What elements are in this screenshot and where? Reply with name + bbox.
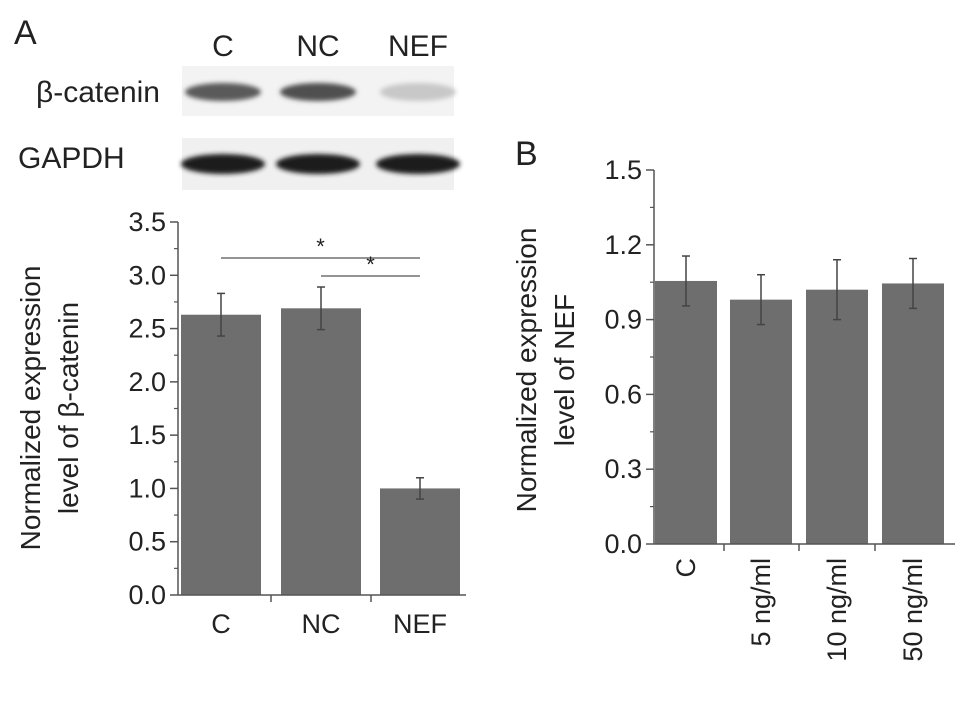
blot-band-catenin-c xyxy=(185,83,261,101)
chart-a-y-tick-label: 2.0 xyxy=(128,367,166,397)
chart-a-y-tick-label: 3.5 xyxy=(128,207,166,237)
chart-b-error-bar-c xyxy=(682,255,690,307)
chart-a-significance-star: * xyxy=(316,234,325,259)
chart-a-ylabel-line2: level of β-catenin xyxy=(53,302,84,514)
blot-band-catenin-nc xyxy=(280,83,356,101)
chart-b-y-tick-label: 1.5 xyxy=(604,155,642,185)
chart-a-bar-c xyxy=(181,314,261,595)
chart-a-y-tick-label: 2.5 xyxy=(128,314,166,344)
chart-b-x-tick-label-10-ng-ml: 10 ng/ml xyxy=(822,558,852,662)
chart-b-y-tick-label: 0.3 xyxy=(604,454,642,484)
chart-a-x-tick-label-nef: NEF xyxy=(393,609,447,639)
chart-b-error-bar-50-ng-ml xyxy=(909,257,917,310)
chart-a-bar-nc xyxy=(281,308,361,595)
chart-b-bar-c xyxy=(655,280,717,544)
chart-b-x-tick-label-c: C xyxy=(671,558,701,578)
panel-b-label: B xyxy=(515,135,538,173)
chart-a-y-tick-label: 3.0 xyxy=(128,260,166,290)
chart-b-x-tick-label-50-ng-ml: 50 ng/ml xyxy=(898,558,928,662)
blot-band-gapdh-c xyxy=(181,154,265,174)
chart-b-error-bar-5-ng-ml xyxy=(757,273,765,326)
chart-b-y-tick-label: 0.6 xyxy=(604,379,642,409)
chart-b-bar-50-ng-ml xyxy=(882,283,944,544)
chart-a-y-tick-label: 1.0 xyxy=(128,473,166,503)
chart-b-ylabel-line2: level of NEF xyxy=(549,294,580,447)
chart-a-x-tick-label-nc: NC xyxy=(302,609,341,639)
blot-row-label-beta-catenin: β-catenin xyxy=(36,76,160,109)
chart-b-bar-10-ng-ml xyxy=(806,289,868,544)
chart-a-bar-nef xyxy=(380,488,460,595)
blot-lane-label-c: C xyxy=(212,30,234,63)
blot-lane-label-nef: NEF xyxy=(388,30,448,63)
western-blot: C NC NEF β-catenin GAPDH xyxy=(18,30,460,190)
blot-band-gapdh-nc xyxy=(276,154,360,174)
chart-a-error-bar-nef xyxy=(416,477,424,500)
chart-b-y-tick-label: 0.0 xyxy=(604,529,642,559)
chart-a-x-tick-label-c: C xyxy=(211,609,231,639)
chart-b: 0.0 0.3 0.6 0.9 1.2 1.5 C 5 ng/ml 10 ng/ml 50 ng/… xyxy=(511,155,955,662)
chart-a: 0.0 0.5 1.0 1.5 2.0 2.5 3.0 3.5 C NC NEF * * Normal… xyxy=(15,207,466,639)
chart-b-bar-5-ng-ml xyxy=(730,299,792,544)
blot-band-gapdh-nef xyxy=(376,154,460,174)
chart-b-ylabel-line1: Normalized expression xyxy=(511,228,542,513)
chart-b-x-tick-label-5-ng-ml: 5 ng/ml xyxy=(746,558,776,647)
blot-lane-label-nc: NC xyxy=(296,30,339,63)
blot-band-catenin-nef xyxy=(380,83,456,101)
panel-a-label: A xyxy=(14,14,37,52)
chart-a-y-tick-label: 1.5 xyxy=(128,420,166,450)
chart-a-significance-star: * xyxy=(366,252,375,277)
chart-b-error-bar-10-ng-ml xyxy=(833,259,841,321)
chart-a-error-bar-c xyxy=(217,292,225,337)
chart-a-y-tick-label: 0.0 xyxy=(128,580,166,610)
chart-a-error-bar-nc xyxy=(317,286,325,331)
chart-a-y-tick-label: 0.5 xyxy=(128,527,166,557)
chart-b-y-tick-label: 0.9 xyxy=(604,305,642,335)
chart-b-y-tick-label: 1.2 xyxy=(604,230,642,260)
blot-row-label-gapdh: GAPDH xyxy=(18,142,125,175)
chart-a-ylabel-line1: Normalized expression xyxy=(15,266,46,551)
